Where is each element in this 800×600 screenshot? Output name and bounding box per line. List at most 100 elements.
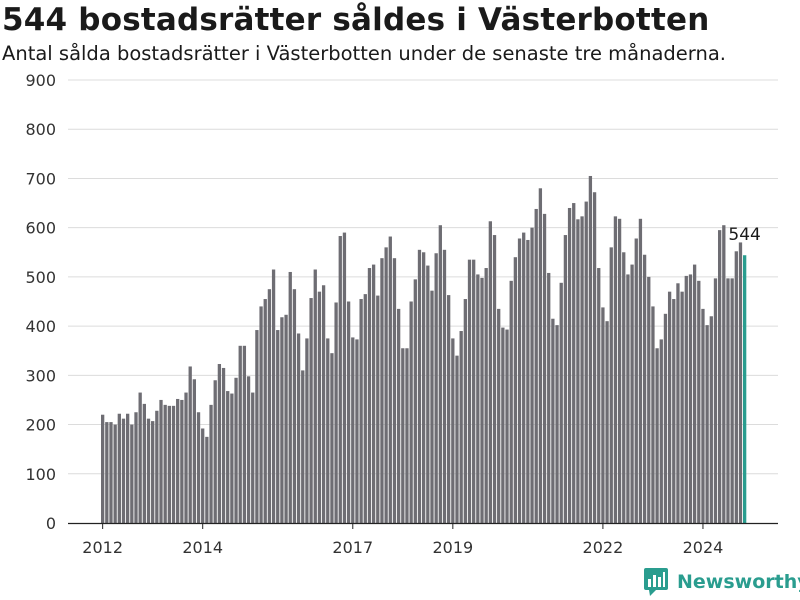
bar [472,259,476,523]
bar [326,338,330,523]
bar [526,239,530,523]
bar [155,410,159,523]
bar [501,327,505,523]
bar [117,413,121,523]
bar [484,268,488,523]
bar [547,272,551,523]
bar [288,271,292,523]
bar [317,291,322,523]
bar [330,353,334,523]
page-title: 544 bostadsrätter såldes i Västerbotten [2,2,710,38]
y-tick-label: 200 [25,416,56,435]
page-subtitle: Antal sålda bostadsrätter i Västerbotten… [2,42,726,65]
bar [338,236,342,523]
bar [192,379,197,523]
bar [342,232,347,523]
bar [534,208,538,523]
bar [359,299,363,523]
bar [238,345,242,523]
bar [497,308,501,523]
bar [676,283,680,523]
bar [267,289,272,523]
bar [180,399,184,523]
x-axis-ticks: 2012 2014 2017 2019 2022 2024 [82,523,723,557]
newsworthy-logo[interactable]: Newsworthy [644,568,800,596]
bar [480,277,484,523]
bar [234,377,238,523]
bar [213,380,217,523]
bar [388,236,392,523]
bars [68,175,778,525]
bar [684,275,688,523]
bar [713,278,718,523]
bar [209,404,213,523]
bar [422,252,426,523]
bar [709,316,713,523]
bar [130,424,134,523]
bar [176,398,180,523]
bar [559,282,563,523]
x-tick-label: 2014 [182,538,223,557]
bar [392,258,397,523]
y-tick-label: 800 [25,120,56,139]
bar [601,307,605,523]
bar [588,175,593,524]
bar [655,348,659,523]
bar [321,285,326,523]
bar [459,331,463,523]
bar [126,413,130,523]
bar [592,192,597,524]
y-tick-label: 900 [25,71,56,90]
bar [296,333,301,523]
bar [230,393,234,523]
y-tick-label: 0 [46,514,56,533]
bar [530,227,534,524]
bar [138,392,142,523]
x-tick-label: 2017 [332,538,373,557]
bar [738,242,743,523]
bar [142,403,146,523]
newsworthy-logo-icon [644,568,668,596]
bar-highlight [743,255,747,524]
y-tick-label: 300 [25,366,56,385]
bar [667,291,672,523]
bar [201,428,205,523]
bar [572,203,576,523]
bar [567,207,572,524]
bar [255,330,259,523]
bar [642,254,647,524]
y-axis-ticks: 0 100 200 300 400 500 600 700 800 900 [25,71,56,533]
bar [134,412,138,523]
bar [367,268,372,523]
bar [663,313,668,523]
bar [438,225,442,523]
bar [105,422,109,523]
bar [263,299,267,523]
bar [276,330,280,523]
bar [697,280,701,523]
bar [680,291,684,523]
bar [313,269,317,523]
bar [346,301,351,523]
bar [413,279,417,523]
bar [451,338,455,523]
bar [605,321,609,523]
bar [467,259,472,523]
bar [542,213,547,523]
bar [513,257,518,523]
bar [463,299,467,523]
bar [505,329,509,523]
bar [380,258,384,523]
bar [280,317,284,523]
bar [401,348,405,523]
x-tick-label: 2012 [82,538,123,557]
bar [488,221,492,523]
bar [522,232,526,523]
bar [188,366,192,523]
bar [638,218,643,523]
y-tick-label: 500 [25,268,56,287]
bar [734,251,738,524]
bar [246,376,251,523]
bar [730,278,734,523]
